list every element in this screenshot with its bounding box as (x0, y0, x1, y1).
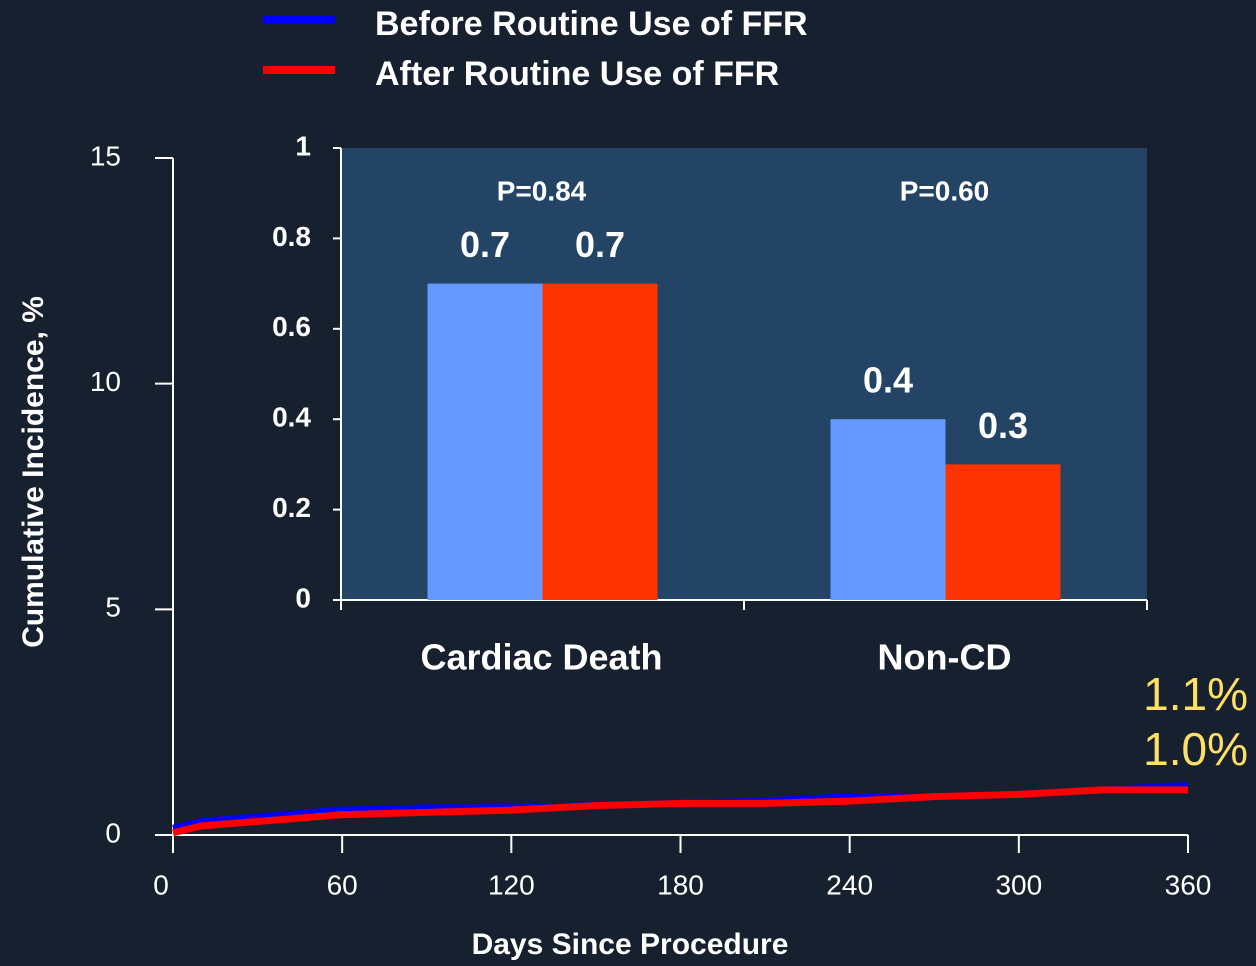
y-tick-label: 10 (90, 366, 121, 397)
category-label: Cardiac Death (420, 637, 662, 678)
x-tick-label: 120 (488, 869, 535, 900)
p-value: P=0.84 (497, 175, 587, 206)
x-tick-label: 240 (826, 869, 873, 900)
x-tick-label: 0 (153, 869, 169, 900)
bar (830, 419, 946, 600)
x-tick-label: 360 (1165, 869, 1212, 900)
x-tick-label: 60 (327, 869, 358, 900)
bar (542, 283, 658, 600)
y-tick-label: 0.8 (272, 221, 311, 252)
y-tick-label: 0.2 (272, 492, 311, 523)
bar (945, 464, 1061, 600)
x-tick-label: 180 (657, 869, 704, 900)
value-label: 0.3 (978, 405, 1028, 446)
value-label: 0.7 (575, 224, 625, 265)
end-label: 1.0% (1143, 723, 1248, 775)
y-tick-label: 0 (105, 817, 121, 848)
y-tick-label: 0.6 (272, 311, 311, 342)
series-line (172, 786, 1188, 837)
value-label: 0.7 (460, 224, 510, 265)
x-tick-label: 300 (995, 869, 1042, 900)
y-tick-label: 1 (295, 130, 311, 161)
y-axis-title: Cumulative Incidence, % (17, 296, 50, 648)
y-tick-label: 0 (295, 582, 311, 613)
y-tick-label: 0.4 (272, 402, 311, 433)
bar (427, 283, 543, 600)
legend-label: Before Routine Use of FFR (375, 5, 808, 43)
y-tick-label: 15 (90, 140, 121, 171)
y-tick-label: 5 (105, 592, 121, 623)
legend-label: After Routine Use of FFR (375, 55, 779, 93)
category-label: Non-CD (878, 637, 1012, 678)
p-value: P=0.60 (900, 175, 990, 206)
x-axis-title: Days Since Procedure (472, 928, 789, 961)
end-label: 1.1% (1143, 668, 1248, 720)
value-label: 0.4 (863, 360, 913, 401)
